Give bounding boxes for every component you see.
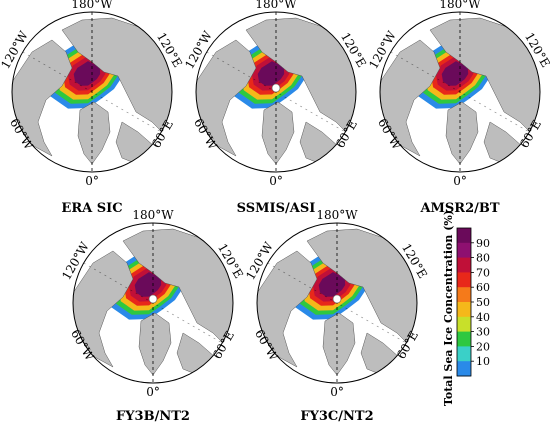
longitude-label-top: 180°W — [255, 0, 297, 11]
colorbar-swatch — [457, 272, 471, 288]
colorbar-label: Total Sea Ice Concentration (%) — [442, 210, 455, 406]
colorbar-swatch — [457, 257, 471, 273]
land-mass — [122, 228, 233, 346]
panel-title-fy3b-nt2: FY3B/NT2 — [116, 409, 190, 424]
colorbar-swatch — [457, 361, 471, 377]
land-mass — [306, 228, 417, 346]
map-outline — [379, 11, 541, 173]
colorbar-swatch — [457, 346, 471, 362]
panel-title-amsr2-bt: AMSR2/BT — [419, 201, 499, 216]
map-panel-amsr2-bt: 180°W0°120°W 120°E60°W 60°E — [366, 0, 550, 188]
land-mass — [445, 101, 479, 165]
map-panel-era-sic: 180°W0°120°W 120°E60°W 60°E — [0, 0, 185, 188]
colorbar-tick-label: 50 — [476, 296, 490, 309]
panel-title-ssmis-asi: SSMIS/ASI — [237, 201, 316, 216]
map-panel-fy3b-nt2: 180°W0°120°W 120°E60°W 60°E — [59, 208, 246, 399]
panel-title-fy3c-nt2: FY3C/NT2 — [300, 409, 373, 424]
colorbar-tick-label: 40 — [476, 311, 490, 324]
longitude-label-top: 180°W — [71, 0, 113, 11]
longitude-label-bottom: 0° — [330, 385, 344, 399]
longitude-label-bottom: 0° — [146, 385, 160, 399]
sea-ice-band — [257, 61, 285, 86]
colorbar-tick-label: 10 — [476, 355, 490, 368]
land-mass — [322, 312, 356, 376]
land-mass — [61, 17, 172, 135]
sea-ice-band — [441, 61, 469, 86]
map-outline — [72, 222, 234, 384]
sea-ice-band — [318, 272, 346, 297]
sea-ice-band — [134, 272, 162, 297]
colorbar-tick-label: 60 — [476, 281, 490, 294]
map-panel-ssmis-asi: 180°W0°120°W 120°E60°W 60°E — [182, 0, 369, 188]
meridian-line — [22, 51, 162, 133]
pole-hole — [271, 83, 281, 93]
pole-hole — [332, 294, 342, 304]
colorbar-tick-label: 20 — [476, 340, 490, 353]
sea-ice-band — [73, 61, 101, 86]
land-mass — [245, 17, 356, 135]
longitude-label-top: 180°W — [439, 0, 481, 11]
panel-title-era-sic: ERA SIC — [61, 201, 122, 216]
meridian-line — [390, 51, 530, 133]
land-mass — [77, 101, 111, 165]
longitude-label-bottom: 0° — [269, 174, 283, 188]
pole-hole — [148, 294, 158, 304]
land-mass — [138, 312, 172, 376]
map-outline — [11, 11, 173, 173]
colorbar-swatch — [457, 316, 471, 333]
map-outline — [256, 222, 418, 384]
longitude-label-top: 180°W — [316, 208, 358, 222]
map-panel-fy3c-nt2: 180°W0°120°W 120°E60°W 60°E — [243, 208, 430, 399]
colorbar-swatch — [457, 331, 471, 347]
longitude-label-bottom: 0° — [85, 174, 99, 188]
colorbar-swatch — [457, 302, 471, 318]
colorbar-tick-label: 70 — [476, 266, 490, 279]
colorbar-swatch — [457, 228, 471, 244]
land-mass — [429, 17, 540, 135]
colorbar-tick-label: 30 — [476, 326, 490, 339]
colorbar-swatch — [457, 242, 471, 259]
longitude-label-top: 180°W — [132, 208, 174, 222]
land-mass — [261, 101, 295, 165]
longitude-label-bottom: 0° — [453, 174, 467, 188]
colorbar-swatch — [457, 287, 471, 303]
map-outline — [195, 11, 357, 173]
colorbar-tick-label: 80 — [476, 252, 490, 265]
colorbar-tick-label: 90 — [476, 237, 490, 250]
